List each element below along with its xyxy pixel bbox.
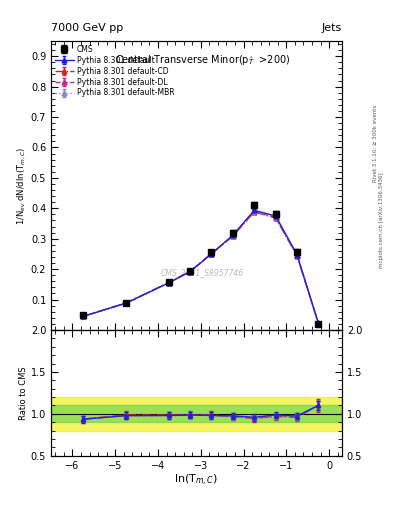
Bar xyxy=(51,397,342,431)
Y-axis label: 1/N$_{ev}$ dN/d$_{}$ln(T$_{m,C}$): 1/N$_{ev}$ dN/d$_{}$ln(T$_{m,C}$) xyxy=(16,146,28,225)
Text: Central Transverse Minor(p$_{\hat{T}}$  >200): Central Transverse Minor(p$_{\hat{T}}$ >… xyxy=(115,53,290,67)
Text: 7000 GeV pp: 7000 GeV pp xyxy=(51,23,123,33)
X-axis label: ln(T$_{m,C}$): ln(T$_{m,C}$) xyxy=(174,473,219,488)
Text: mcplots.cern.ch [arXiv:1306.3436]: mcplots.cern.ch [arXiv:1306.3436] xyxy=(380,173,384,268)
Text: Jets: Jets xyxy=(321,23,342,33)
Bar xyxy=(51,406,342,422)
Legend: CMS, Pythia 8.301 default, Pythia 8.301 default-CD, Pythia 8.301 default-DL, Pyt: CMS, Pythia 8.301 default, Pythia 8.301 … xyxy=(53,43,176,99)
Text: Rivet 3.1.10; ≥ 300k events: Rivet 3.1.10; ≥ 300k events xyxy=(373,105,378,182)
Text: CMS_2011_S8957746: CMS_2011_S8957746 xyxy=(161,268,244,276)
Y-axis label: Ratio to CMS: Ratio to CMS xyxy=(19,366,28,420)
